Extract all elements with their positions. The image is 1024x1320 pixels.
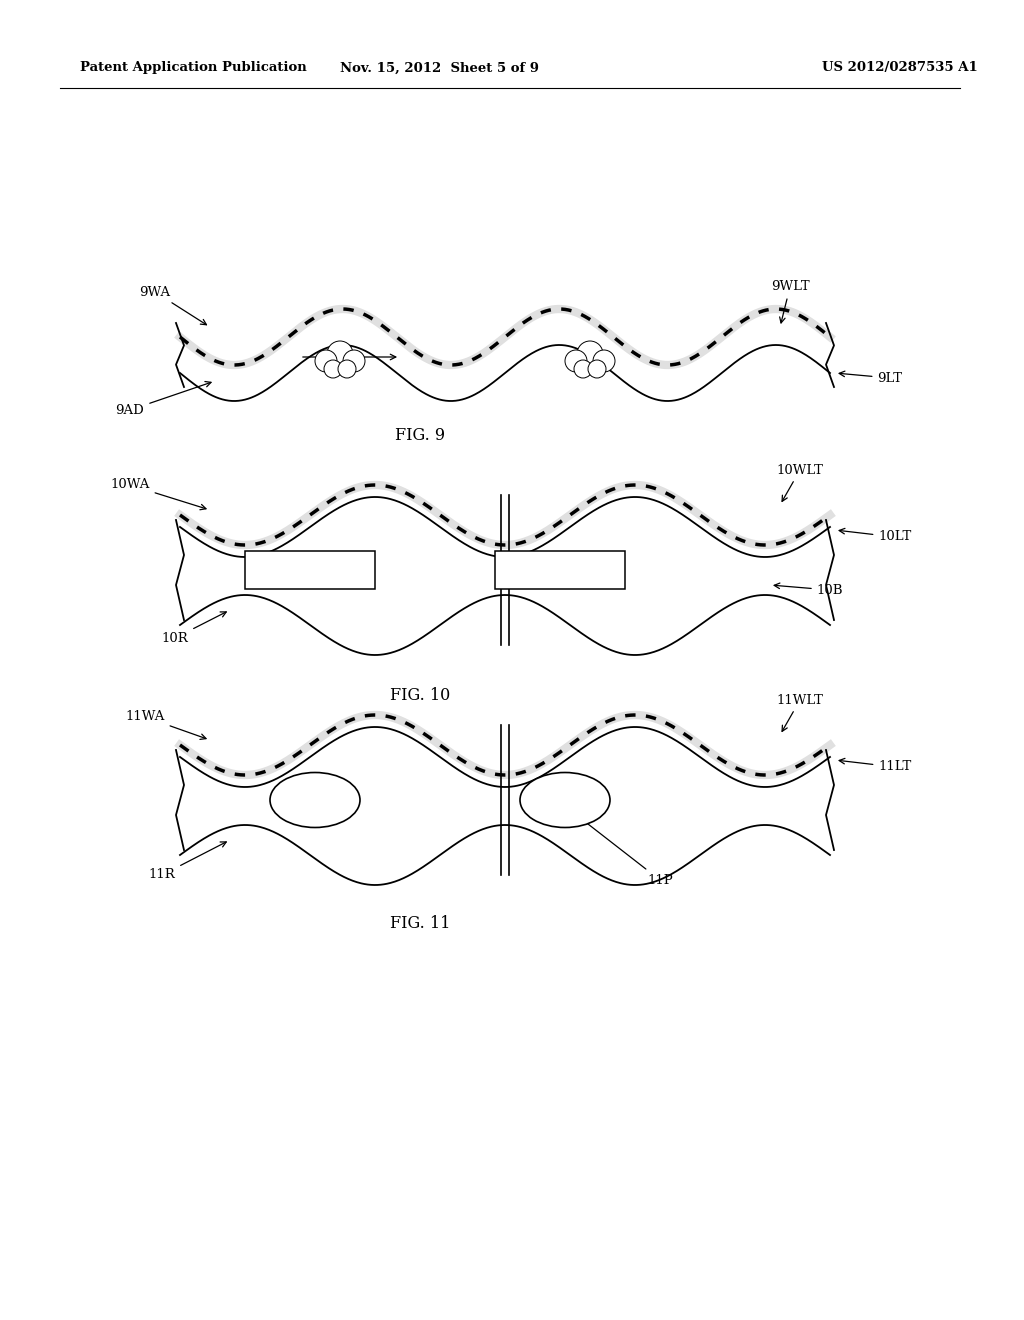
Text: 9WLT: 9WLT <box>771 281 809 323</box>
Text: 10R: 10R <box>162 612 226 644</box>
Circle shape <box>343 350 365 372</box>
Text: 10B: 10B <box>774 583 843 597</box>
Text: Patent Application Publication: Patent Application Publication <box>80 62 307 74</box>
Circle shape <box>593 350 615 372</box>
Bar <box>495 550 625 589</box>
Circle shape <box>324 360 342 378</box>
Text: 11WA: 11WA <box>125 710 206 739</box>
Ellipse shape <box>270 772 360 828</box>
Text: 10WA: 10WA <box>111 479 206 510</box>
Text: 11P: 11P <box>573 813 673 887</box>
Text: 11R: 11R <box>148 842 226 882</box>
Text: 9LT: 9LT <box>839 371 902 384</box>
Text: 9WA: 9WA <box>139 285 207 325</box>
Text: FIG. 10: FIG. 10 <box>390 686 451 704</box>
Circle shape <box>574 360 592 378</box>
Text: 11WLT: 11WLT <box>776 693 823 731</box>
Circle shape <box>577 341 603 367</box>
Circle shape <box>315 350 337 372</box>
Circle shape <box>338 360 356 378</box>
Ellipse shape <box>520 772 610 828</box>
Text: 9AD: 9AD <box>116 381 211 417</box>
Text: FIG. 9: FIG. 9 <box>395 426 445 444</box>
Text: 10WLT: 10WLT <box>776 463 823 502</box>
Text: 10LT: 10LT <box>839 528 911 544</box>
Circle shape <box>327 341 353 367</box>
Circle shape <box>588 360 606 378</box>
Text: FIG. 11: FIG. 11 <box>390 915 451 932</box>
Text: US 2012/0287535 A1: US 2012/0287535 A1 <box>822 62 978 74</box>
Text: 11LT: 11LT <box>839 759 911 774</box>
Circle shape <box>565 350 587 372</box>
Bar <box>245 550 375 589</box>
Text: Nov. 15, 2012  Sheet 5 of 9: Nov. 15, 2012 Sheet 5 of 9 <box>341 62 540 74</box>
